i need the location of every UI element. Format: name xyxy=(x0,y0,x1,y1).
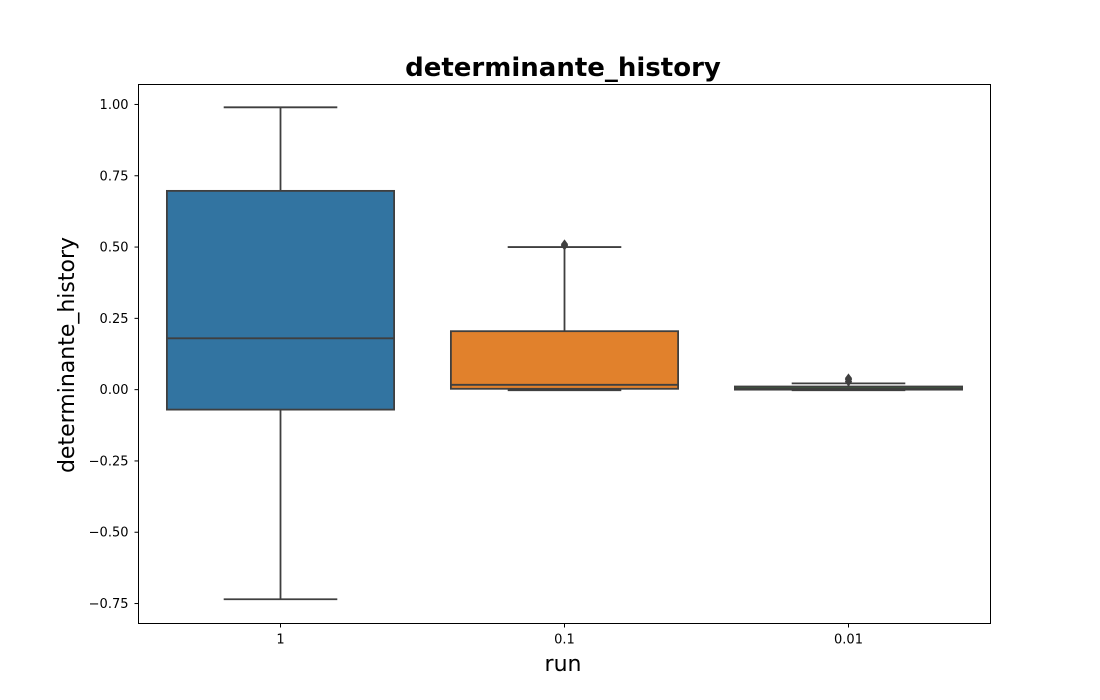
y-tick-label: −0.50 xyxy=(89,526,129,541)
y-axis-label: determinante_history xyxy=(55,237,80,473)
box-run-0-1 xyxy=(449,330,679,390)
box-run-1 xyxy=(165,189,395,411)
x-tick-label: 0.1 xyxy=(554,633,575,648)
x-tick-label: 0.01 xyxy=(834,633,863,648)
chart-title: determinante_history xyxy=(405,53,721,83)
y-tick-label: −0.75 xyxy=(89,597,129,612)
x-tick-label: 1 xyxy=(276,633,284,648)
y-tick-label: 0.00 xyxy=(100,383,129,398)
x-axis-label: run xyxy=(545,652,582,677)
y-tick-label: 1.00 xyxy=(100,98,129,113)
y-tick-label: −0.25 xyxy=(89,454,129,469)
y-tick-label: 0.75 xyxy=(100,169,129,184)
plot-frame xyxy=(138,84,991,624)
y-tick-label: 0.50 xyxy=(100,241,129,256)
outlier-run-0-1 xyxy=(560,239,569,250)
plot-area: 1.00 0.75 0.50 0.25 0.00 −0.25 −0.50 −0.75 1 0.1 0… xyxy=(89,98,964,648)
outlier-run-0-01 xyxy=(844,373,853,384)
y-tick-label: 0.25 xyxy=(100,312,129,327)
